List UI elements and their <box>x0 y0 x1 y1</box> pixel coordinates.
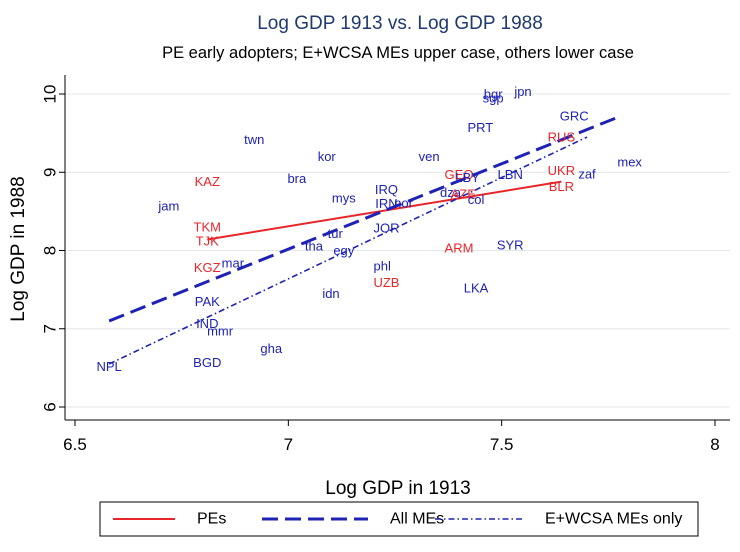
point-label: mar <box>222 256 245 271</box>
point-label: ARM <box>445 241 474 256</box>
y-tick-label: 8 <box>41 246 60 255</box>
point-label: egy <box>333 243 354 258</box>
point-label: sgp <box>483 90 504 105</box>
point-label: mmr <box>207 324 234 339</box>
y-tick-label: 10 <box>41 85 60 104</box>
point-label: dza <box>440 185 462 200</box>
point-label: zaf <box>578 166 596 181</box>
point-label: PAK <box>195 294 220 309</box>
point-label: KGZ <box>194 260 221 275</box>
point-label: jpn <box>513 84 531 99</box>
point-label: KAZ <box>195 174 220 189</box>
legend: PEs All MEs E+WCSA MEs only <box>99 501 699 537</box>
point-label: SYR <box>497 238 524 253</box>
point-label: mex <box>617 155 642 170</box>
point-label: gha <box>260 341 282 356</box>
x-tick-label: 7.5 <box>490 435 514 454</box>
point-label: ven <box>419 149 440 164</box>
point-label: IND <box>196 316 218 331</box>
point-label: twn <box>244 132 264 147</box>
point-label: LBY <box>455 170 480 185</box>
chart-subtitle: PE early adopters; E+WCSA MEs upper case… <box>162 44 634 62</box>
point-label: mys <box>332 191 356 206</box>
x-tick-label: 7 <box>284 435 293 454</box>
point-label: UKR <box>548 163 575 178</box>
chart-title: Log GDP 1913 vs. Log GDP 1988 <box>257 13 543 34</box>
point-label: LKA <box>464 281 489 296</box>
point-label: IRN <box>375 196 397 211</box>
point-label: bra <box>287 171 307 186</box>
fit-line-pes <box>207 180 562 241</box>
y-tick-label: 7 <box>41 324 60 333</box>
y-axis-label: Log GDP in 1988 <box>8 176 29 321</box>
point-label: JOR <box>373 220 399 235</box>
point-label: GRC <box>560 108 589 123</box>
point-label: GEO <box>445 167 474 182</box>
point-label: RUS <box>548 130 576 145</box>
point-label: BLR <box>549 179 574 194</box>
x-tick-label: 6.5 <box>63 435 87 454</box>
point-label: NPL <box>96 359 121 374</box>
point-label: IRQ <box>375 182 398 197</box>
point-label: PRT <box>467 120 493 135</box>
point-label: tur <box>328 226 344 241</box>
fit-lines <box>108 114 622 365</box>
point-label: phl <box>374 259 391 274</box>
legend-label: E+WCSA MEs only <box>545 511 682 528</box>
x-axis-label: Log GDP in 1913 <box>325 478 470 499</box>
point-label: AZE <box>451 187 477 202</box>
point-label: nor <box>394 195 413 210</box>
x-tick-label: 8 <box>710 435 719 454</box>
x-ticks: 6.5 7 7.5 8 <box>63 420 720 454</box>
point-label: kor <box>318 149 337 164</box>
point-label: TKM <box>194 220 221 235</box>
point-label: jam <box>157 198 179 213</box>
point-label: bgr <box>484 87 503 102</box>
gridlines <box>65 93 730 408</box>
point-label: idn <box>322 286 339 301</box>
point-label: tha <box>305 238 324 253</box>
point-label: BGD <box>193 355 221 370</box>
legend-label: PEs <box>197 511 226 528</box>
y-ticks: 6 7 8 9 10 <box>41 85 65 412</box>
point-label: UZB <box>373 275 399 290</box>
legend-label: All MEs <box>390 511 444 528</box>
point-label: LBN <box>498 167 523 182</box>
legend-box <box>99 501 699 537</box>
point-label: TJK <box>196 234 219 249</box>
y-tick-label: 6 <box>41 402 60 411</box>
y-tick-label: 9 <box>41 168 60 177</box>
point-label: col <box>468 192 485 207</box>
